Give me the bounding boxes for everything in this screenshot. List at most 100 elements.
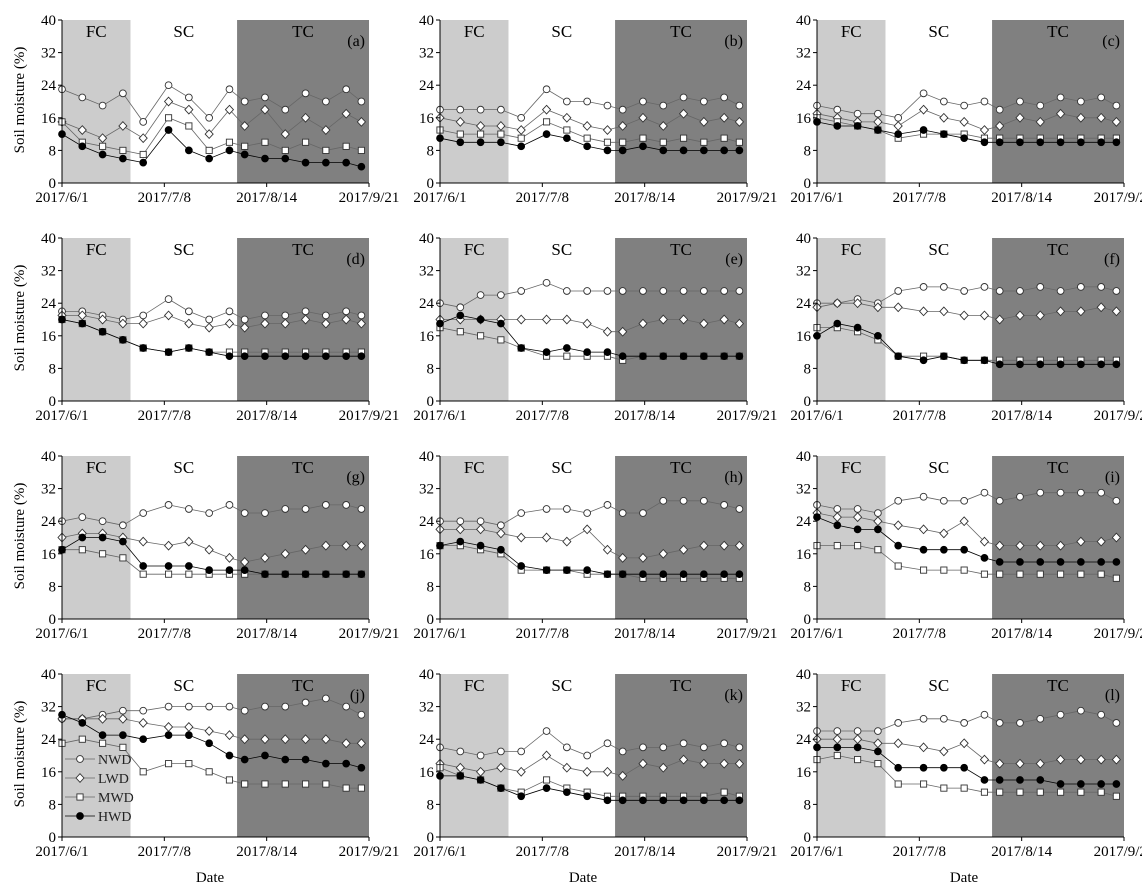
y-tick-label: 32 xyxy=(419,264,434,280)
data-point xyxy=(959,310,969,321)
data-point xyxy=(165,570,173,578)
series-hwd xyxy=(58,315,366,361)
data-point xyxy=(1077,283,1085,291)
data-point xyxy=(119,154,127,163)
data-point xyxy=(99,550,107,558)
data-point xyxy=(541,314,552,325)
data-point xyxy=(241,780,249,788)
data-point xyxy=(542,348,551,356)
data-point xyxy=(980,776,989,784)
series-nwd xyxy=(813,706,1121,735)
data-point xyxy=(583,751,592,760)
data-point xyxy=(960,101,969,110)
data-point xyxy=(1077,138,1085,147)
phase-band-fc xyxy=(817,674,886,837)
data-point xyxy=(205,315,214,324)
data-point xyxy=(679,570,688,579)
data-point xyxy=(940,496,948,505)
data-point xyxy=(562,762,572,773)
y-tick-label: 24 xyxy=(419,296,435,312)
series-line xyxy=(439,755,740,777)
data-point xyxy=(1111,532,1122,543)
phase-label-fc: FC xyxy=(841,22,862,41)
data-point xyxy=(205,509,214,517)
data-point xyxy=(1056,287,1065,295)
data-point xyxy=(679,796,688,805)
series-hwd xyxy=(436,311,744,361)
y-tick-label: 0 xyxy=(427,394,435,410)
data-point xyxy=(1097,710,1106,719)
data-point xyxy=(281,702,290,711)
data-point xyxy=(97,314,108,325)
data-point xyxy=(719,314,729,325)
series-hwd xyxy=(436,537,744,579)
data-point xyxy=(1056,488,1065,497)
data-point xyxy=(281,105,290,114)
phase-label-fc: FC xyxy=(464,676,485,695)
series-line xyxy=(61,533,362,563)
x-tick-label: 2017/7/8 xyxy=(516,408,569,424)
series-line xyxy=(439,282,740,308)
data-point xyxy=(639,134,647,142)
panel-label: (e) xyxy=(725,251,743,268)
data-point xyxy=(563,134,571,143)
data-point xyxy=(1016,558,1024,566)
phase-label-tc: TC xyxy=(670,240,692,259)
y-tick-label: 8 xyxy=(804,361,812,377)
data-point xyxy=(204,129,214,140)
x-tick-label: 2017/6/1 xyxy=(413,190,466,206)
data-point xyxy=(1112,496,1121,505)
panel-1: FC SC TC (a) 0 8 16 24 32 40 2017/6/1 2017/7/8 2017/… xyxy=(35,13,399,206)
data-point xyxy=(735,796,744,805)
series-line xyxy=(61,117,362,155)
panel-12: FC SC TC (l) 0 8 16 24 32 40 2017/6/1 2017/7/8 2017/… xyxy=(790,667,1142,860)
x-tick-label: 2017/9/21 xyxy=(717,626,778,642)
data-point xyxy=(476,517,485,526)
data-point xyxy=(1056,93,1065,102)
data-point xyxy=(700,352,708,361)
data-point xyxy=(225,307,234,316)
data-point xyxy=(1015,310,1025,321)
data-point xyxy=(138,318,148,329)
series-line xyxy=(62,314,362,329)
data-point xyxy=(582,120,592,131)
data-point xyxy=(853,727,862,735)
series-line xyxy=(817,286,1117,304)
data-point xyxy=(940,97,948,106)
data-point xyxy=(139,311,148,320)
x-tick-label: 2017/9/21 xyxy=(339,190,400,206)
data-point xyxy=(720,739,729,748)
y-tick-label: 8 xyxy=(427,361,435,377)
data-point xyxy=(78,546,86,554)
data-point xyxy=(562,536,572,547)
series-line xyxy=(817,738,1117,764)
data-point xyxy=(497,336,505,344)
data-point xyxy=(919,283,928,291)
data-point xyxy=(1036,776,1045,784)
y-tick-label: 0 xyxy=(427,830,435,846)
phase-label-sc: SC xyxy=(551,676,572,695)
data-point xyxy=(735,146,744,155)
data-point xyxy=(563,97,571,106)
data-point xyxy=(301,505,310,513)
series-hwd xyxy=(813,743,1121,788)
data-point xyxy=(1097,488,1106,497)
data-point xyxy=(995,138,1004,147)
data-point xyxy=(960,763,969,772)
data-point xyxy=(894,130,903,138)
data-point xyxy=(78,319,87,328)
data-point xyxy=(960,566,968,574)
data-point xyxy=(342,759,351,768)
y-tick-label: 24 xyxy=(41,78,57,94)
data-point xyxy=(261,751,269,760)
phase-band-sc xyxy=(130,456,238,619)
panel-label: (h) xyxy=(724,469,743,486)
panel-label: (f) xyxy=(1104,251,1120,268)
series-lwd xyxy=(812,734,1122,769)
data-point xyxy=(517,287,526,295)
data-point xyxy=(185,760,193,768)
y-tick-label: 32 xyxy=(41,264,56,280)
data-point xyxy=(980,554,989,562)
phase-band-fc xyxy=(440,20,509,183)
series-hwd xyxy=(813,319,1121,369)
